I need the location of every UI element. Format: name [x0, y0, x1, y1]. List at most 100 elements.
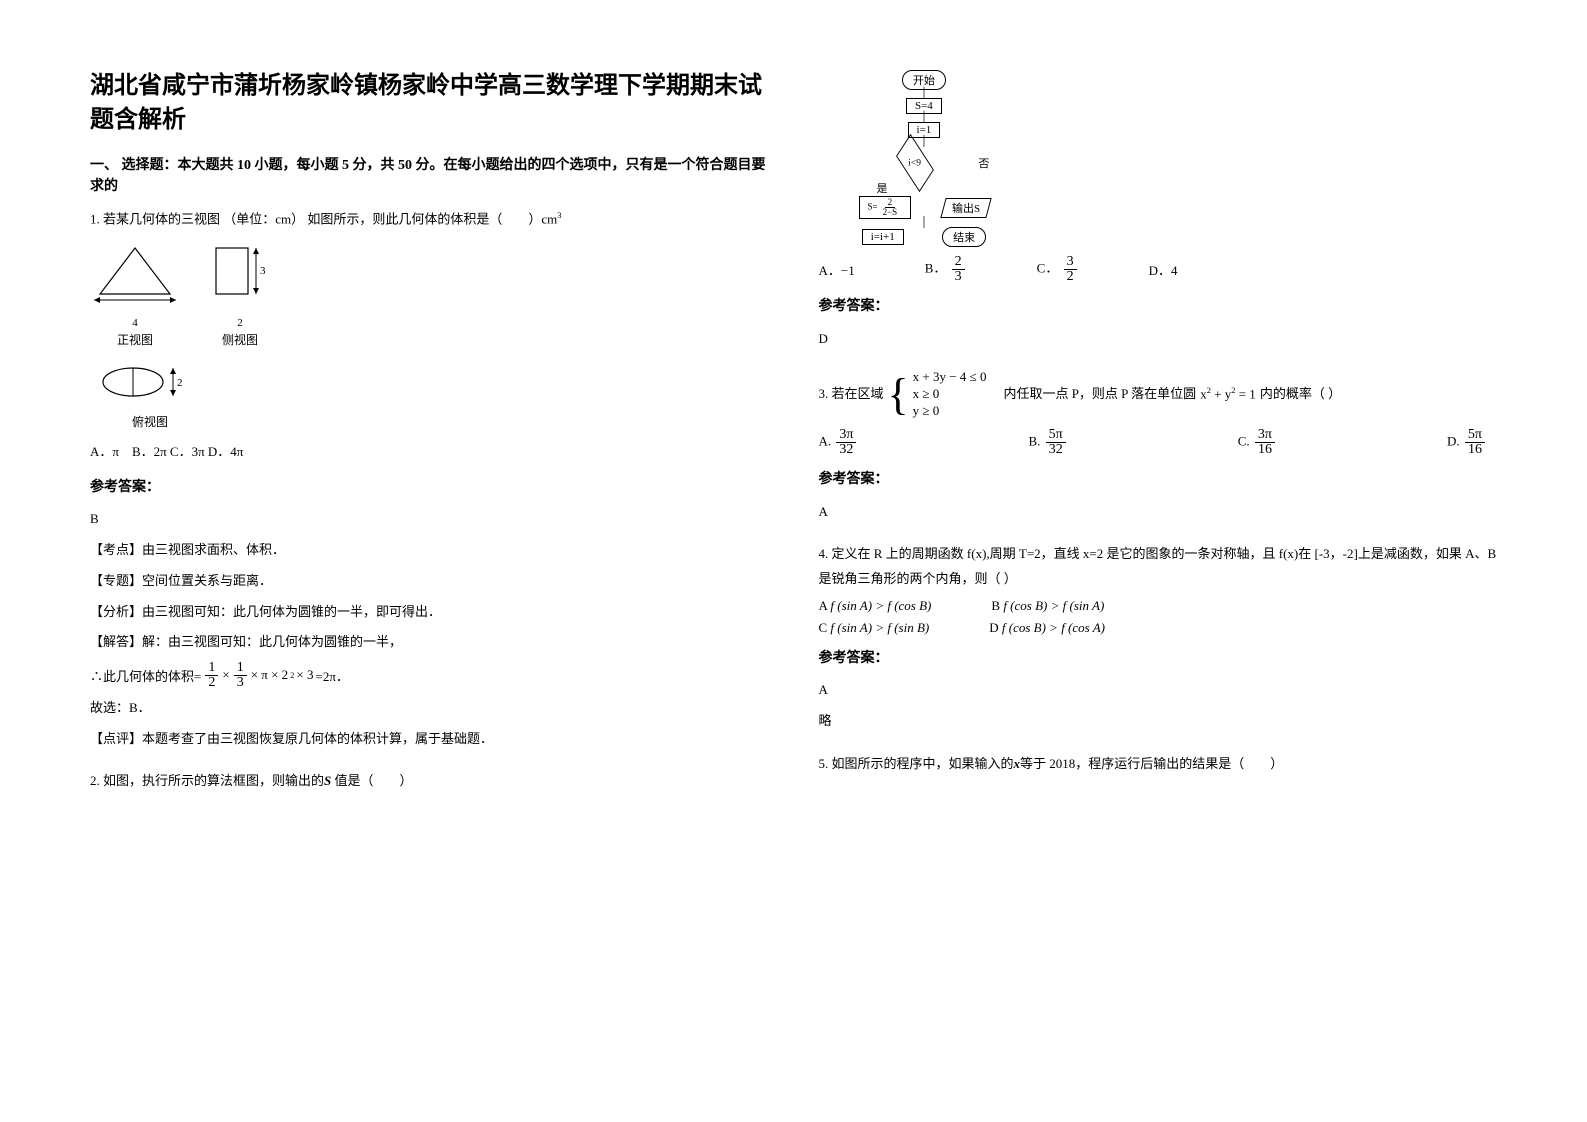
- q3-opt-c: C. 3π16: [1238, 428, 1277, 457]
- frac-den: 2−S: [880, 208, 901, 217]
- eq-result: =2π．: [315, 666, 348, 685]
- opt-label: A.: [819, 433, 832, 448]
- q2-flowchart: 开始 │ S=4 │ i=1 │ i<9 否 是 S=22−S 输出S │ i=…: [859, 70, 990, 247]
- sys-line1: x + 3y − 4 ≤ 0: [913, 369, 987, 386]
- eq-part: + y: [1211, 386, 1231, 401]
- eq-part: = 1: [1235, 386, 1255, 401]
- q1-answer: B: [90, 507, 769, 532]
- opt-expr: f (cos B) > f (sin A): [1003, 598, 1104, 613]
- q1-stem: 1. 若某几何体的三视图 （单位：cm） 如图所示，则此几何体的体积是（ ）cm…: [90, 207, 769, 232]
- fc-output-text: 输出S: [952, 200, 980, 216]
- fc-no-label: 否: [978, 155, 989, 171]
- q2-stem-b: 值是（ ）: [331, 773, 412, 788]
- q4-opt-d: D f (cos B) > f (cos A): [989, 620, 1105, 636]
- q3-circle-eq: x2 + y2 = 1: [1200, 382, 1256, 407]
- front-view-label: 正视图: [90, 331, 180, 348]
- top-view-dim2: 2: [177, 377, 183, 389]
- side-view-dim3: 3: [260, 265, 266, 277]
- opt-label: C．: [1037, 260, 1059, 275]
- frac-den: 16: [1465, 443, 1485, 457]
- q4-answer: A: [819, 678, 1498, 703]
- q1-kaodian: 【考点】由三视图求面积、体积．: [90, 538, 769, 563]
- opt-label: B: [991, 598, 1000, 613]
- front-view-triangle: [90, 242, 180, 312]
- q5-stem: 5. 如图所示的程序中，如果输入的x等于 2018，程序运行后输出的结果是（ ）: [819, 752, 1498, 777]
- q3-answer-label: 参考答案：: [819, 467, 1498, 494]
- q4-options-row1: A f (sin A) > f (cos B) B f (cos B) > f …: [819, 598, 1498, 614]
- q5-stem-a: 5. 如图所示的程序中，如果输入的: [819, 756, 1014, 771]
- side-view-dim2: 2: [208, 317, 272, 329]
- q1-zhuanti: 【专题】空间位置关系与距离．: [90, 569, 769, 594]
- frac-num: 3: [1064, 255, 1077, 270]
- fc-inc: i=i+1: [862, 229, 904, 245]
- opt-expr: f (sin A) > f (cos B): [830, 598, 931, 613]
- frac-num: 3π: [1255, 428, 1275, 443]
- frac-den: 2: [205, 676, 218, 690]
- arrow-icon: │: [859, 138, 990, 146]
- section-1-heading: 一、 选择题：本大题共 10 小题，每小题 5 分，共 50 分。在每小题给出的…: [90, 155, 769, 197]
- mul1: ×: [222, 667, 229, 683]
- frac-half: 1 2: [205, 661, 218, 690]
- q3-answer: A: [819, 500, 1498, 525]
- frac-third: 1 3: [234, 661, 247, 690]
- opt-label: C: [819, 620, 828, 635]
- fc-update: S=22−S: [859, 196, 912, 219]
- q1-guxuan: 故选：B．: [90, 696, 769, 721]
- frac-num: 1: [205, 661, 218, 676]
- frac-den: 32: [1046, 443, 1066, 457]
- opt-expr: f (cos B) > f (cos A): [1002, 620, 1105, 635]
- frac-den: 2: [1064, 270, 1077, 284]
- sys-line2: x ≥ 0: [913, 386, 987, 403]
- opt-expr: f (sin A) > f (sin B): [830, 620, 929, 635]
- q2-answer: D: [819, 327, 1498, 352]
- q3-stem: 3. 若在区域 { x + 3y − 4 ≤ 0 x ≥ 0 y ≥ 0 内任取…: [819, 369, 1498, 420]
- q2-options: A．−1 B． 23 C． 32 D．4: [819, 255, 1498, 284]
- fc-cond-text: i<9: [909, 158, 922, 169]
- opt-label: A: [819, 598, 828, 613]
- q1-fenxi: 【分析】由三视图可知：此几何体为圆锥的一半，即可得出．: [90, 600, 769, 625]
- q4-options-row2: C f (sin A) > f (sin B) D f (cos B) > f …: [819, 620, 1498, 636]
- q3-opt-d: D. 5π16: [1447, 428, 1487, 457]
- q1-jieda: 【解答】解：由三视图可知：此几何体为圆锥的一半，: [90, 630, 769, 655]
- frac-num: 5π: [1465, 428, 1485, 443]
- q3-opt-a: A. 3π32: [819, 428, 859, 457]
- opt-label: D: [989, 620, 998, 635]
- arrow-icon: │: [859, 90, 990, 98]
- q2-opt-c: C． 32: [1037, 255, 1079, 284]
- q3-stem-a: 3. 若在区域: [819, 382, 884, 407]
- q3-opt-b: B. 5π32: [1028, 428, 1067, 457]
- frac-den: 32: [836, 443, 856, 457]
- side-view-rect: 3: [208, 242, 272, 312]
- brace-icon: {: [888, 373, 909, 417]
- q4-opt-c: C f (sin A) > f (sin B): [819, 620, 930, 636]
- arrow-icon: │: [859, 219, 990, 227]
- q3-system: { x + 3y − 4 ≤ 0 x ≥ 0 y ≥ 0: [888, 369, 987, 420]
- q4-answer-label: 参考答案：: [819, 646, 1498, 673]
- q3-stem-b: 内任取一点 P，则点 P 落在单位圆: [990, 382, 1196, 407]
- top-view-ellipse: 2: [95, 362, 205, 406]
- mul2: × π × 2: [251, 667, 288, 683]
- top-view-label: 俯视图: [90, 413, 210, 430]
- q1-stem-text: 1. 若某几何体的三视图 （单位：cm） 如图所示，则此几何体的体积是（ ）cm: [90, 212, 557, 227]
- q2-stem: 2. 如图，执行所示的算法框图，则输出的S 值是（ ）: [90, 769, 769, 794]
- q4-opt-a: A f (sin A) > f (cos B): [819, 598, 932, 614]
- q1-formula-prefix: ∴此几何体的体积=: [90, 666, 201, 685]
- q2-opt-d: D．4: [1149, 260, 1178, 279]
- side-view-label: 侧视图: [208, 331, 272, 348]
- q4-opt-b: B f (cos B) > f (sin A): [991, 598, 1104, 614]
- q4-brief: 略: [819, 709, 1498, 734]
- q1-volume-formula: ∴此几何体的体积= 1 2 × 1 3 × π × 22 × 3 =2π．: [90, 661, 769, 690]
- q1-answer-label: 参考答案：: [90, 475, 769, 502]
- opt-label: B.: [1028, 433, 1040, 448]
- frac-den: 3: [952, 270, 965, 284]
- q2-stem-a: 2. 如图，执行所示的算法框图，则输出的: [90, 773, 324, 788]
- fc-start: 开始: [902, 70, 946, 90]
- q3-options: A. 3π32 B. 5π32 C. 3π16 D. 5π16: [819, 428, 1498, 457]
- arrow-icon: │: [859, 114, 990, 122]
- sq-sup: 2: [290, 670, 294, 680]
- fc-output: 输出S: [941, 198, 992, 218]
- opt-label: B．: [925, 260, 947, 275]
- q2-opt-b: B． 23: [925, 255, 967, 284]
- front-view-dim: 4: [90, 317, 180, 329]
- q3-stem-c: 内的概率（ ）: [1260, 382, 1341, 407]
